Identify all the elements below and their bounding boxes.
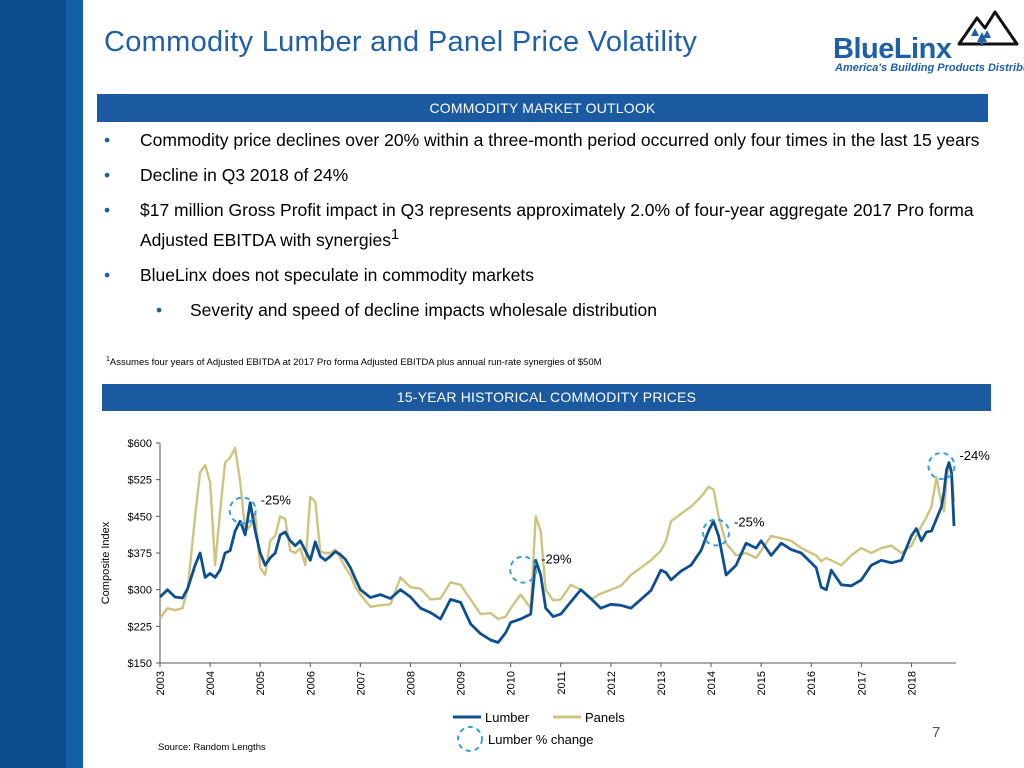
legend-label-lumber: Lumber: [485, 710, 530, 725]
x-tick-label: 2012: [606, 671, 618, 695]
left-sidebar-stripe: [66, 0, 83, 768]
legend-swatch-change: [457, 726, 483, 752]
bullet-item: • $17 million Gross Profit impact in Q3 …: [104, 198, 984, 253]
bullet-dot: •: [156, 299, 163, 320]
callout-circle: [702, 518, 731, 547]
x-tick-label: 2014: [706, 671, 718, 695]
bullet-dot: •: [104, 165, 111, 185]
bullet-item: • BlueLinx does not speculate in commodi…: [104, 263, 984, 288]
series-line-panels: [159, 446, 956, 621]
callout-label: -25%: [261, 492, 292, 507]
x-tick-label: 2015: [756, 671, 768, 695]
y-tick-label: $375: [128, 548, 152, 560]
bullet-item: • Decline in Q3 2018 of 24%: [104, 163, 984, 188]
x-tick-label: 2011: [556, 671, 568, 695]
footnote-marker: 1: [106, 356, 110, 363]
x-tick-label: 2018: [906, 671, 918, 695]
bullet-text: Commodity price declines over 20% within…: [140, 130, 980, 150]
y-tick-label: $525: [128, 475, 152, 487]
x-tick-label: 2003: [155, 671, 167, 695]
footnote-text: Assumes four years of Adjusted EBITDA at…: [109, 357, 602, 369]
section-header-chart: 15-YEAR HISTORICAL COMMODITY PRICES: [102, 384, 991, 411]
y-tick-label: $600: [128, 438, 152, 450]
slide-title: Commodity Lumber and Panel Price Volatil…: [104, 26, 698, 58]
callout-circle: [927, 451, 956, 480]
series-line-lumber: [159, 461, 956, 644]
source-note: Source: Random Lengths: [158, 742, 266, 753]
sub-bullet-item: • Severity and speed of decline impacts …: [104, 298, 984, 323]
callout-circle: [509, 555, 538, 584]
footnote-ref: 1: [390, 227, 400, 243]
page-number: 7: [932, 724, 941, 741]
y-tick-label: $150: [128, 658, 152, 670]
y-tick-label: $225: [128, 621, 152, 633]
x-tick-label: 2004: [205, 671, 217, 695]
left-sidebar-band: [0, 0, 83, 768]
bullet-dot: •: [104, 130, 111, 150]
commodity-price-chart: $150 $225 $300 $375 $450 $525 $600 2003 2004 2005…: [100, 438, 990, 752]
bullet-item: • Commodity price declines over 20% with…: [104, 128, 984, 153]
x-tick-label: 2006: [305, 671, 317, 695]
logo-tagline: America's Building Products Distributor: [835, 62, 1024, 74]
callout-label: -24%: [959, 448, 990, 463]
x-tick-label: 2010: [506, 671, 518, 695]
company-logo: BlueLinx America's Building Products Dis…: [829, 6, 1024, 80]
bullet-list: • Commodity price declines over 20% with…: [104, 128, 984, 333]
callout-circle: [228, 496, 257, 525]
bullet-dot: •: [104, 264, 111, 285]
logo-wordmark: BlueLinx: [833, 33, 952, 65]
x-tick-label: 2009: [456, 671, 468, 695]
x-tick-label: 2013: [656, 671, 668, 695]
section-header-outlook: COMMODITY MARKET OUTLOOK: [97, 94, 988, 122]
callout-label: -29%: [541, 552, 572, 567]
footnote: 1Assumes four years of Adjusted EBITDA a…: [106, 356, 602, 368]
bullet-text: Decline in Q3 2018 of 24%: [140, 165, 349, 185]
legend-label-change: Lumber % change: [488, 732, 594, 747]
y-tick-label: $300: [128, 585, 152, 597]
y-axis-title: Composite Index: [100, 521, 112, 604]
bullet-dot: •: [104, 200, 111, 220]
x-tick-label: 2016: [806, 671, 818, 695]
callout-label: -25%: [734, 514, 765, 529]
bullet-text: BlueLinx does not speculate in commodity…: [140, 264, 534, 285]
bullet-text: $17 million Gross Profit impact in Q3 re…: [140, 200, 974, 250]
legend-label-panels: Panels: [585, 710, 625, 725]
x-tick-label: 2007: [355, 671, 367, 695]
x-tick-label: 2008: [405, 671, 417, 695]
x-tick-label: 2005: [255, 671, 267, 695]
mountain-trees-icon: [957, 10, 1019, 46]
bullet-text: Severity and speed of decline impacts wh…: [190, 299, 657, 320]
x-tick-label: 2017: [856, 671, 868, 695]
y-tick-label: $450: [128, 511, 152, 523]
